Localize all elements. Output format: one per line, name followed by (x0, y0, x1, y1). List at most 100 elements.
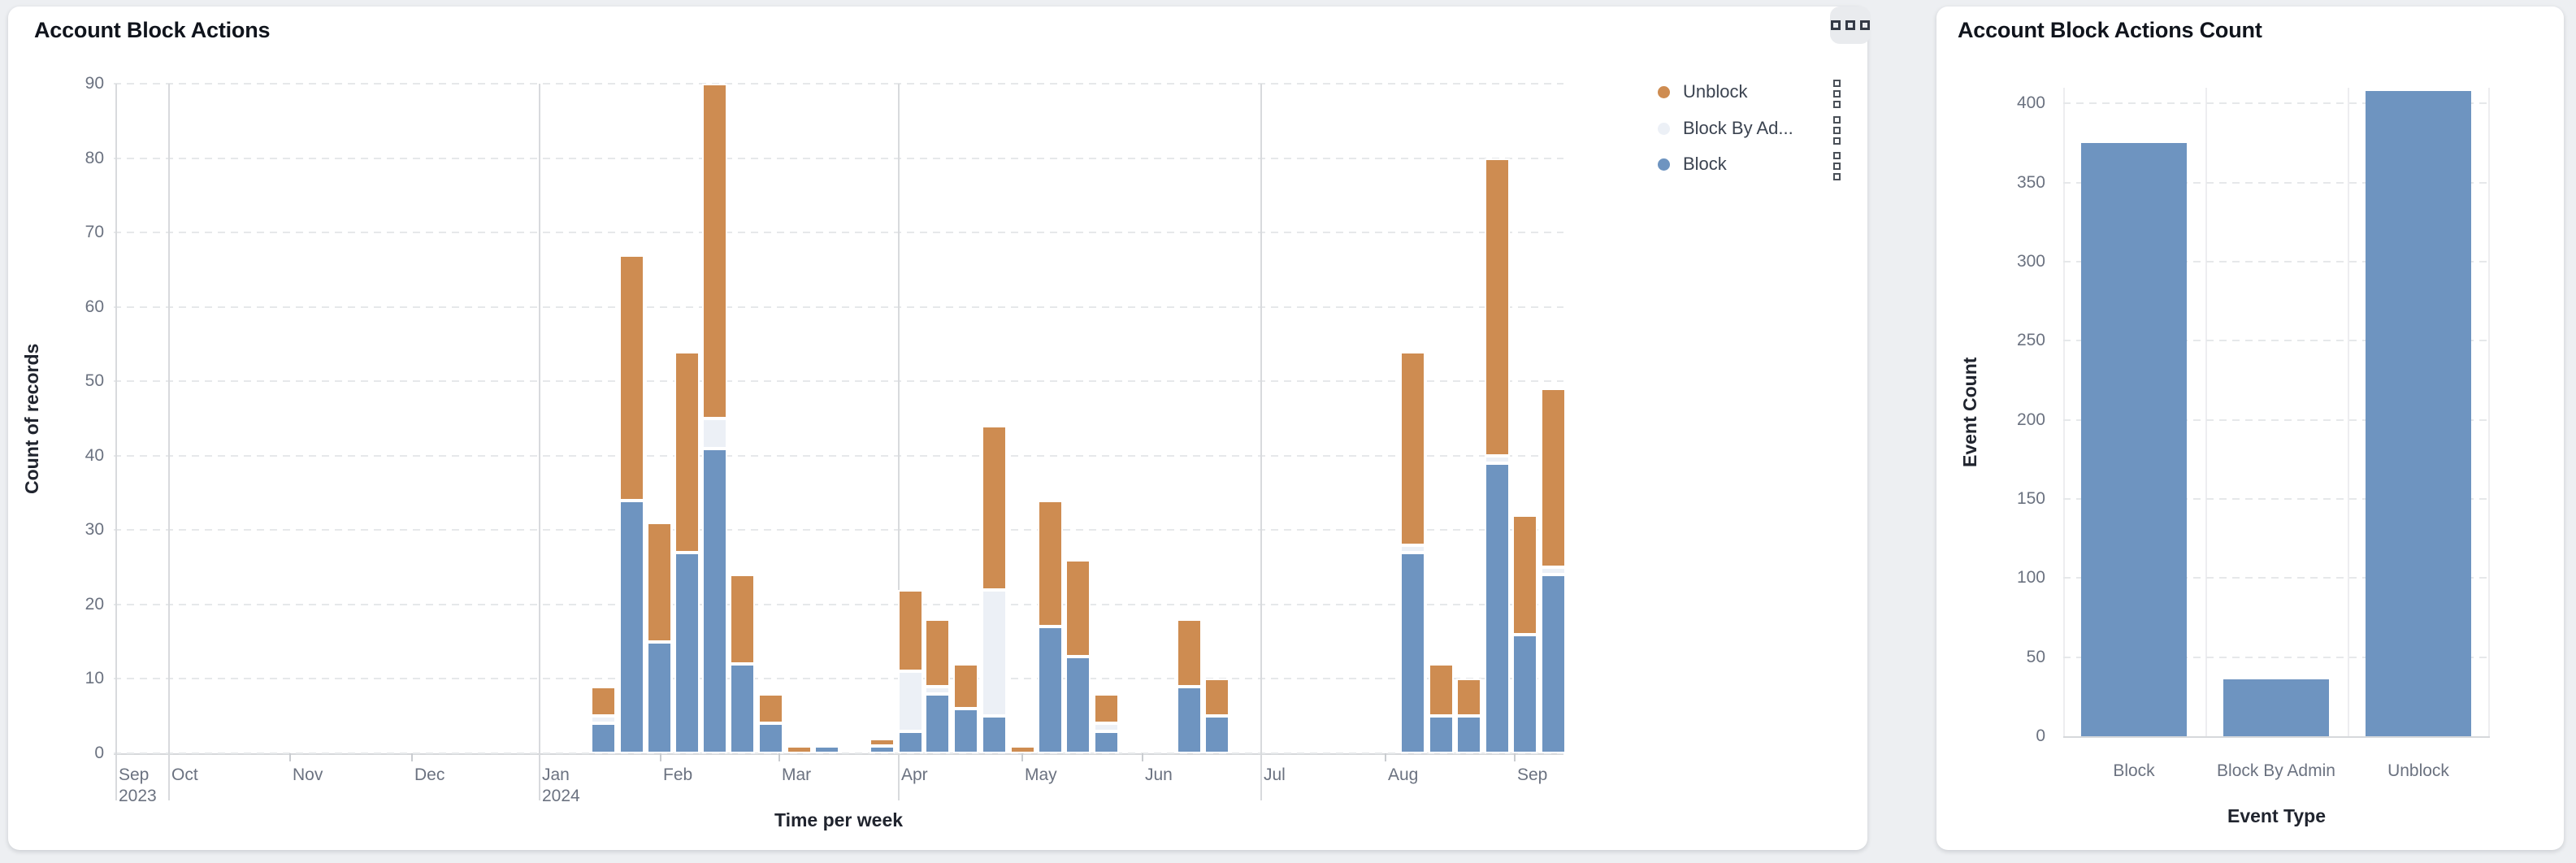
left-y-axis-title: Count of records (21, 343, 42, 494)
bar-segment-unblock[interactable] (1094, 693, 1119, 724)
bar-segment-unblock[interactable] (1177, 619, 1202, 687)
bar-segment-unblock[interactable] (1038, 500, 1063, 627)
bar-segment-unblock[interactable] (702, 84, 727, 418)
left-x-axis-title: Time per week (774, 809, 904, 830)
x-tick-label: Feb (663, 765, 693, 784)
bar-segment-unblock[interactable] (870, 738, 895, 746)
left-card-title: Account Block Actions (34, 18, 271, 42)
bar-segment-block[interactable] (898, 731, 923, 753)
quarter-gridline (115, 84, 117, 800)
bar-segment-block-by-admin[interactable] (898, 671, 923, 731)
bar-segment-block[interactable] (591, 723, 616, 753)
y-tick-label: 30 (85, 520, 104, 540)
legend-dot-icon (1658, 85, 1670, 98)
bar-segment-unblock[interactable] (787, 745, 812, 753)
legend-item-menu-icon[interactable] (1833, 152, 1841, 180)
legend-item-block-by-admin[interactable]: Block By Ad... (1658, 115, 1820, 141)
bar-segment-block[interactable] (619, 500, 644, 753)
bar-segment-block[interactable] (1456, 716, 1481, 753)
y-gridline (2063, 340, 2490, 342)
bar-segment-block[interactable] (730, 664, 755, 753)
bar-segment-block[interactable] (1512, 634, 1537, 753)
bar-segment-unblock[interactable] (982, 426, 1007, 590)
quarter-gridline (539, 84, 540, 800)
bar-segment-block[interactable] (814, 745, 839, 753)
bar-segment-block-by-admin[interactable] (925, 686, 950, 694)
x-tick-label: Nov (293, 765, 323, 784)
bar-segment-unblock[interactable] (619, 254, 644, 501)
bar-segment-block-by-admin[interactable] (982, 589, 1007, 717)
category-band-line (2063, 88, 2065, 736)
bar-segment-block-by-admin[interactable] (1485, 455, 1510, 463)
bar-segment-block[interactable] (1177, 686, 1202, 753)
bar-segment-block[interactable] (1065, 656, 1091, 753)
bar-segment-unblock[interactable] (730, 575, 755, 665)
y-gridline (114, 603, 1563, 605)
legend-item-unblock[interactable]: Unblock (1658, 79, 1820, 105)
bar-segment-unblock[interactable] (925, 619, 950, 687)
legend-dot-icon (1658, 122, 1670, 135)
bar-segment-unblock[interactable] (1010, 745, 1035, 753)
bar-segment-block-by-admin[interactable] (591, 716, 616, 724)
bar-segment-block[interactable] (925, 693, 950, 753)
menu-square-icon (1831, 20, 1841, 30)
y-gridline (114, 306, 1563, 308)
bar-segment-unblock[interactable] (758, 693, 783, 724)
bar-segment-unblock[interactable] (1204, 679, 1229, 717)
bar-segment-block[interactable] (953, 709, 978, 753)
bar-segment-block[interactable] (674, 552, 700, 753)
quarter-gridline (1260, 84, 1262, 800)
legend-item-block[interactable]: Block (1658, 151, 1820, 177)
bar-segment-unblock[interactable] (1541, 388, 1566, 568)
y-tick-label: 100 (2016, 568, 2045, 588)
bar-segment-unblock[interactable] (953, 664, 978, 709)
bar-segment-unblock[interactable] (1485, 158, 1510, 456)
bar-segment-block[interactable] (1485, 462, 1510, 753)
bar-segment-unblock[interactable] (1400, 351, 1425, 545)
bar-segment-block[interactable] (758, 723, 783, 753)
bar-segment-block-by-admin[interactable] (1094, 723, 1119, 731)
bar-block[interactable] (2081, 143, 2187, 736)
legend-item-label: Unblock (1683, 81, 1748, 102)
bar-segment-unblock[interactable] (1065, 559, 1091, 657)
x-tick-label: Jul (1264, 765, 1286, 784)
bar-segment-unblock[interactable] (591, 686, 616, 717)
bar-segment-unblock[interactable] (1512, 515, 1537, 635)
y-gridline (2063, 656, 2490, 658)
bar-segment-block-by-admin[interactable] (702, 418, 727, 449)
legend-item-label: Block By Ad... (1683, 118, 1793, 138)
legend-item-menu-icon[interactable] (1833, 80, 1841, 108)
bar-segment-block[interactable] (702, 448, 727, 753)
left-plot-area (114, 83, 1566, 800)
legend-item-menu-icon[interactable] (1833, 116, 1841, 145)
bar-unblock[interactable] (2366, 90, 2471, 736)
bar-segment-unblock[interactable] (674, 351, 700, 553)
x-tick-label: May (1025, 765, 1057, 784)
card-menu-button[interactable] (1830, 7, 1871, 44)
bar-segment-block[interactable] (982, 716, 1007, 753)
y-gridline (2063, 577, 2490, 579)
bar-segment-unblock[interactable] (647, 523, 672, 642)
bar-segment-block-by-admin[interactable] (1400, 544, 1425, 553)
bar-block-by-admin[interactable] (2223, 679, 2329, 736)
month-tick (289, 753, 291, 761)
bar-segment-block[interactable] (1204, 716, 1229, 753)
bar-segment-block-by-admin[interactable] (1541, 567, 1566, 575)
bar-segment-block[interactable] (1429, 716, 1454, 753)
bar-segment-block[interactable] (1038, 627, 1063, 753)
bar-segment-block[interactable] (1400, 552, 1425, 753)
y-tick-label: 200 (2016, 410, 2045, 429)
bar-segment-unblock[interactable] (1429, 664, 1454, 717)
y-tick-label: 70 (85, 223, 104, 242)
bar-segment-block[interactable] (870, 745, 895, 753)
bar-segment-block[interactable] (647, 641, 672, 753)
bar-segment-block[interactable] (1094, 731, 1119, 753)
bar-segment-unblock[interactable] (898, 589, 923, 672)
y-gridline (114, 157, 1563, 159)
y-tick-label: 60 (85, 297, 104, 316)
right-card-title: Account Block Actions Count (1958, 18, 2262, 42)
bar-segment-block[interactable] (1541, 575, 1566, 753)
x-tick-year-label: 2024 (542, 787, 580, 805)
month-tick (1514, 753, 1516, 761)
bar-segment-unblock[interactable] (1456, 679, 1481, 717)
